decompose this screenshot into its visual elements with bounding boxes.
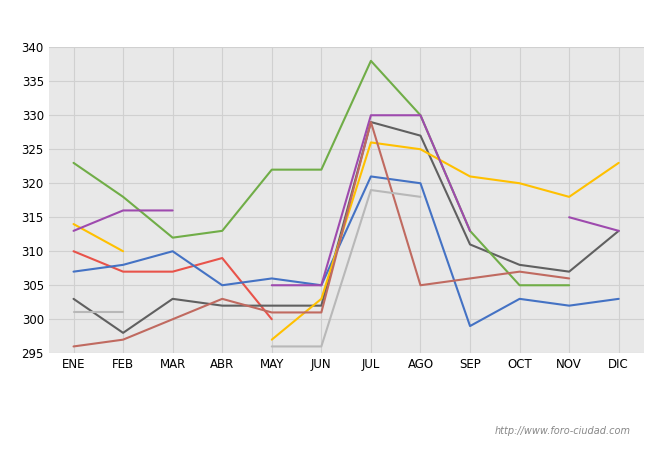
Text: http://www.foro-ciudad.com: http://www.foro-ciudad.com xyxy=(495,427,630,436)
Text: Afiliados en Sant Llorenç de Morunys a 31/5/2024: Afiliados en Sant Llorenç de Morunys a 3… xyxy=(119,12,531,31)
